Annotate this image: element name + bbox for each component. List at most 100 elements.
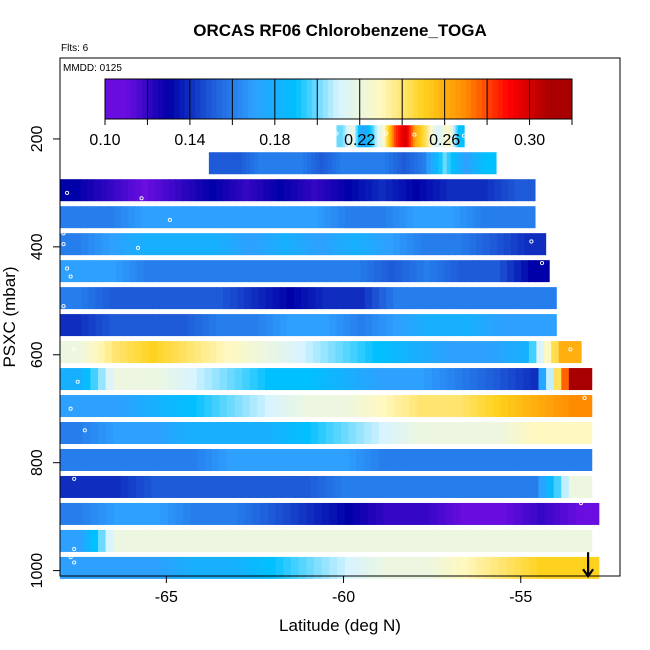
heatmap-cell	[93, 179, 102, 202]
sample-point	[68, 555, 73, 560]
colorbar-tick-label: 0.22	[344, 132, 375, 149]
heatmap-cell	[371, 529, 380, 552]
sample-point	[539, 260, 545, 266]
heatmap-cell	[441, 233, 450, 256]
heatmap-cell	[351, 233, 359, 256]
heatmap-cell	[60, 475, 69, 498]
heatmap-cell	[538, 233, 547, 256]
sample-point	[334, 131, 339, 136]
heatmap-cell	[515, 475, 524, 498]
heatmap-cell	[318, 395, 327, 418]
colorbar-cell	[322, 79, 329, 119]
heatmap-cell	[352, 556, 361, 579]
heatmap-cell	[467, 502, 477, 525]
heatmap-cell	[265, 395, 274, 418]
heatmap-cell	[393, 152, 399, 175]
colorbar-cell	[444, 79, 451, 119]
heatmap-cell	[136, 556, 146, 579]
heatmap-cell	[167, 556, 177, 579]
heatmap-cell	[144, 502, 153, 525]
heatmap-cell	[534, 314, 543, 337]
flights-label: Flts: 6	[61, 43, 89, 54]
heatmap-cell	[476, 341, 485, 364]
heatmap-cell	[439, 395, 448, 418]
heatmap-cell	[333, 422, 342, 445]
heatmap-cell	[234, 368, 243, 391]
sample-point	[65, 169, 70, 174]
heatmap-cell	[183, 556, 192, 579]
colorbar-cell	[434, 79, 440, 119]
heatmap-cell	[234, 475, 243, 498]
heatmap-cell	[365, 233, 373, 256]
heatmap-cell	[283, 206, 292, 229]
heatmap-cell	[134, 206, 143, 229]
heatmap-cell	[363, 368, 372, 391]
heatmap-cell	[280, 395, 289, 418]
sample-point	[568, 347, 573, 352]
heatmap-cell	[288, 233, 297, 256]
heatmap-cell	[308, 287, 316, 310]
heatmap-cell	[333, 475, 342, 498]
colorbar-cell	[211, 79, 217, 119]
colorbar-cell	[110, 79, 117, 119]
heatmap-cell	[247, 233, 255, 256]
heatmap-cell	[75, 475, 84, 498]
heatmap-cell	[127, 179, 136, 202]
heatmap-cell	[265, 422, 274, 445]
heatmap-cell	[500, 422, 509, 445]
heatmap-cell	[90, 502, 100, 525]
colorbar-cell	[189, 79, 196, 119]
heatmap-cell	[161, 206, 170, 229]
heatmap-cell	[178, 260, 187, 283]
heatmap-cell	[356, 395, 365, 418]
heatmap-cell	[280, 368, 289, 391]
heatmap-cell	[269, 260, 278, 283]
heatmap-cell	[306, 556, 315, 579]
heatmap-cell	[514, 341, 523, 364]
heatmap-cell	[553, 422, 562, 445]
heatmap-cell	[442, 314, 451, 337]
heatmap-cell	[506, 556, 515, 579]
heatmap-cell	[400, 287, 408, 310]
heatmap-cell	[375, 556, 384, 579]
heatmap-cell	[331, 206, 339, 229]
heatmap-cell	[102, 287, 111, 310]
heatmap-cell	[409, 152, 415, 175]
heatmap-cell	[479, 260, 487, 283]
heatmap-cell	[407, 314, 416, 337]
heatmap-cell	[439, 206, 448, 229]
heatmap-cell	[175, 179, 183, 202]
heatmap-cell	[537, 556, 546, 579]
heatmap-cell	[283, 502, 292, 525]
heatmap-cell	[515, 448, 524, 471]
heatmap-cell	[538, 422, 547, 445]
heatmap-cell	[530, 475, 540, 498]
heatmap-cell	[358, 206, 366, 229]
colorbar-cell	[370, 79, 377, 119]
heatmap-cell	[576, 529, 585, 552]
colorbar-cell	[407, 79, 414, 119]
heatmap-cell	[315, 152, 321, 175]
date-label: MMDD: 0125	[63, 63, 122, 74]
heatmap-cell	[471, 287, 479, 310]
heatmap-cell	[416, 529, 426, 552]
heatmap-cell	[344, 125, 348, 148]
heatmap-cell	[483, 556, 492, 579]
heatmap-cell	[454, 395, 464, 418]
heatmap-cell	[115, 260, 124, 283]
heatmap-cell	[514, 502, 523, 525]
heatmap-cell	[383, 125, 386, 148]
heatmap-cell	[454, 368, 464, 391]
heatmap-cell	[181, 368, 190, 391]
heatmap-cell	[234, 448, 243, 471]
heatmap-cell	[168, 206, 176, 229]
heatmap-cell	[114, 206, 122, 229]
heatmap-cell	[423, 260, 431, 283]
heatmap-cell	[268, 233, 276, 256]
heatmap-cell	[73, 179, 81, 202]
heatmap-cell	[462, 233, 470, 256]
heatmap-cell	[82, 448, 91, 471]
heatmap-cell	[471, 152, 477, 175]
heatmap-cell	[151, 529, 160, 552]
heatmap-cell	[357, 314, 366, 337]
